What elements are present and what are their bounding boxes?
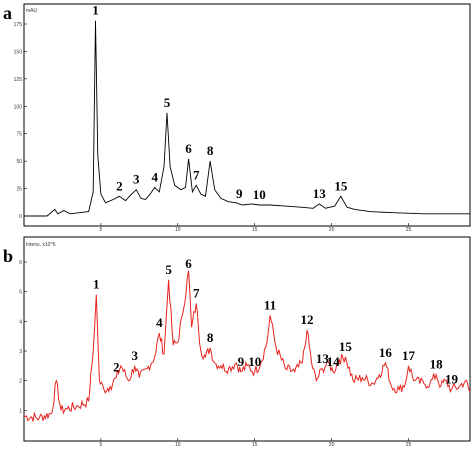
- panel-b-peak-label-9: 9: [238, 354, 245, 369]
- panel-a-y-tick-label: 150: [14, 49, 23, 55]
- panel-a-y-tick-label: 125: [14, 77, 23, 83]
- panel-a-y-tick-label: 25: [16, 187, 22, 193]
- panel-b-y-tick-label: 1: [19, 408, 22, 414]
- panel-a-peak-label-4: 4: [151, 169, 158, 184]
- chromatogram-panel-a: a mAU 5 10 15 20 25 0 25 50 75 100 125 150 175 1 2 3 4 5…: [3, 3, 471, 233]
- panel-b-peak-label-16: 16: [379, 345, 393, 360]
- panel-b-peak-label-13: 13: [316, 351, 330, 366]
- panel-a-x-tick-label: 25: [406, 227, 412, 233]
- panel-a-peak-label-1: 1: [92, 3, 99, 18]
- panel-b-peak-label-3: 3: [131, 348, 138, 363]
- panel-a-peak-label-5: 5: [164, 95, 171, 110]
- panel-a-y-tick-label: 100: [14, 104, 23, 110]
- panel-b-x-tick-label: 20: [329, 442, 335, 448]
- panel-a-x-tick-label: 15: [252, 227, 258, 233]
- panel-b-letter: b: [3, 246, 13, 266]
- panel-a-frame: [23, 3, 471, 227]
- panel-a-peak-label-2: 2: [116, 178, 123, 193]
- panel-b-trace: [23, 270, 471, 422]
- panel-a-y-tick-label: 75: [16, 132, 22, 138]
- panel-a-y-tick-label: 175: [14, 22, 23, 28]
- panel-b-peak-label-10: 10: [248, 354, 261, 369]
- panel-b-peak-label-5: 5: [165, 262, 172, 277]
- panel-b-peak-label-11: 11: [264, 297, 276, 312]
- panel-b-peak-label-4: 4: [156, 315, 163, 330]
- panel-a-peak-label-13: 13: [313, 186, 327, 201]
- panel-a-x-tick-label: 10: [175, 227, 181, 233]
- panel-b-y-tick-label: 2: [19, 379, 22, 385]
- panel-b-peak-label-17: 17: [402, 348, 416, 363]
- panel-a-peak-label-6: 6: [185, 141, 192, 156]
- panel-a-letter: a: [3, 3, 12, 23]
- panel-a-y-tick-label: 0: [19, 214, 22, 220]
- panel-a-peak-labels: 1 2 3 4 5 678 9 10 13 15: [92, 3, 348, 202]
- panel-a-peak-label-15: 15: [334, 178, 348, 193]
- panel-b-peak-label-14: 14: [327, 354, 341, 369]
- panel-b-peak-label-19: 19: [445, 372, 459, 387]
- panel-b-frame: [23, 236, 471, 442]
- panel-b-y-tick-label: 5: [19, 290, 22, 296]
- panel-a-y-unit: mAU: [26, 8, 38, 14]
- panel-b-y-tick-label: 6: [19, 260, 22, 266]
- panel-b-peak-label-12: 12: [300, 312, 313, 327]
- panel-a-peak-label-8: 8: [207, 143, 214, 158]
- panel-b-y-unit: Intens. x10^6: [26, 242, 56, 248]
- panel-b-peak-label-1: 1: [93, 277, 100, 292]
- panel-b-x-tick-label: 10: [175, 442, 181, 448]
- panel-b-y-tick-label: 3: [19, 349, 22, 355]
- panel-b-peak-label-6: 6: [185, 256, 192, 271]
- panel-a-y-tick-label: 50: [16, 159, 22, 165]
- panel-a-peak-label-10: 10: [253, 187, 266, 202]
- panel-b-peak-label-18: 18: [430, 357, 444, 372]
- panel-a-peak-label-9: 9: [236, 186, 243, 201]
- panel-a-peak-label-7: 7: [193, 167, 200, 182]
- panel-b-peak-label-2: 2: [113, 360, 120, 375]
- panel-b-x-tick-label: 15: [252, 442, 258, 448]
- panel-a-x-tick-label: 20: [329, 227, 335, 233]
- panel-b-x-tick-label: 5: [100, 442, 103, 448]
- panel-b-x-tick-label: 25: [406, 442, 412, 448]
- panel-a-peak-label-3: 3: [133, 172, 140, 187]
- panel-b-peak-label-7: 7: [193, 286, 200, 301]
- panel-a-trace: [24, 20, 470, 217]
- panel-b-peak-label-15: 15: [339, 339, 353, 354]
- panel-b-y-tick-label: 4: [19, 319, 22, 325]
- panel-a-x-tick-label: 5: [100, 227, 103, 233]
- panel-b-peak-label-8: 8: [207, 330, 214, 345]
